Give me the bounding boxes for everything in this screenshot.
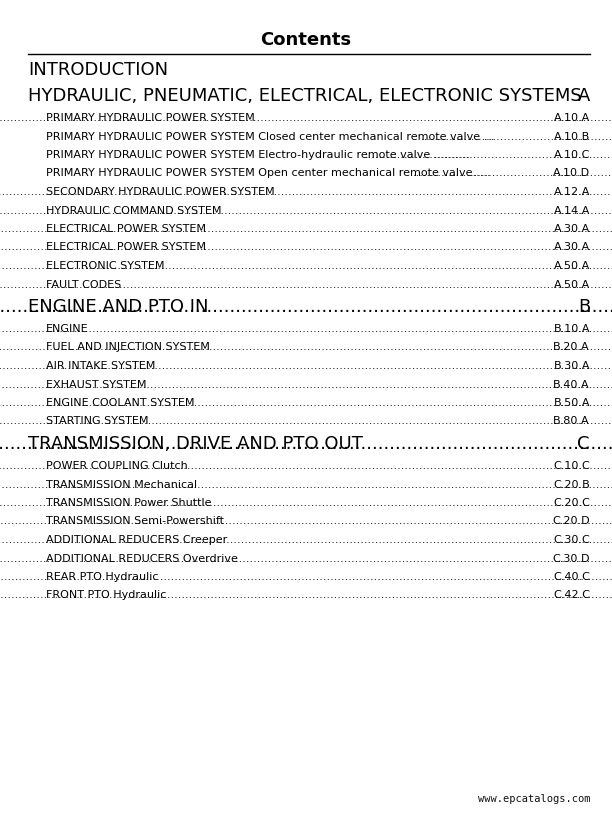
- Text: ELECTRONIC SYSTEM: ELECTRONIC SYSTEM: [46, 261, 165, 271]
- Text: ................................................................................: ........................................…: [0, 572, 612, 582]
- Text: A.14.A: A.14.A: [554, 206, 590, 215]
- Text: ................................................................................: ........................................…: [0, 261, 612, 271]
- Text: TRANSMISSION Power Shuttle: TRANSMISSION Power Shuttle: [46, 498, 212, 508]
- Text: ................................................................................: ........................................…: [0, 379, 612, 389]
- Text: EXHAUST SYSTEM: EXHAUST SYSTEM: [46, 379, 146, 389]
- Text: ................................................................................: ........................................…: [0, 553, 612, 564]
- Text: ................................................................................: ........................................…: [0, 517, 612, 526]
- Text: ................................................................................: ........................................…: [0, 416, 612, 427]
- Text: PRIMARY HYDRAULIC POWER SYSTEM Electro-hydraulic remote valve ..........: PRIMARY HYDRAULIC POWER SYSTEM Electro-h…: [46, 150, 470, 160]
- Text: STARTING SYSTEM: STARTING SYSTEM: [46, 416, 149, 427]
- Text: C.42.C: C.42.C: [553, 591, 590, 601]
- Text: ................................................................................: ........................................…: [0, 361, 612, 371]
- Text: B.80.A: B.80.A: [553, 416, 590, 427]
- Text: PRIMARY HYDRAULIC POWER SYSTEM Open center mechanical remote valve.....: PRIMARY HYDRAULIC POWER SYSTEM Open cent…: [46, 168, 491, 179]
- Text: ELECTRICAL POWER SYSTEM: ELECTRICAL POWER SYSTEM: [46, 224, 206, 234]
- Text: HYDRAULIC COMMAND SYSTEM: HYDRAULIC COMMAND SYSTEM: [46, 206, 222, 215]
- Text: FAULT CODES: FAULT CODES: [46, 280, 121, 290]
- Text: REAR PTO Hydraulic: REAR PTO Hydraulic: [46, 572, 159, 582]
- Text: ENGINE COOLANT SYSTEM: ENGINE COOLANT SYSTEM: [46, 398, 195, 408]
- Text: A.10.C: A.10.C: [554, 150, 590, 160]
- Text: B.50.A: B.50.A: [553, 398, 590, 408]
- Text: HYDRAULIC, PNEUMATIC, ELECTRICAL, ELECTRONIC SYSTEMS: HYDRAULIC, PNEUMATIC, ELECTRICAL, ELECTR…: [28, 87, 582, 105]
- Text: POWER COUPLING Clutch: POWER COUPLING Clutch: [46, 461, 188, 471]
- Text: A.50.A: A.50.A: [554, 261, 590, 271]
- Text: ADDITIONAL REDUCERS Overdrive: ADDITIONAL REDUCERS Overdrive: [46, 553, 238, 564]
- Text: C.30.D: C.30.D: [553, 553, 590, 564]
- Text: PRIMARY HYDRAULIC POWER SYSTEM Closed center mechanical remote valve ...: PRIMARY HYDRAULIC POWER SYSTEM Closed ce…: [46, 131, 494, 141]
- Text: ................................................................................: ........................................…: [0, 535, 612, 545]
- Text: ................................................................................: ........................................…: [0, 113, 612, 123]
- Text: AIR INTAKE SYSTEM: AIR INTAKE SYSTEM: [46, 361, 155, 371]
- Text: A.30.A: A.30.A: [554, 224, 590, 234]
- Text: ................................................................................: ........................................…: [0, 461, 612, 471]
- Text: ................................................................................: ........................................…: [0, 187, 612, 197]
- Text: B.30.A: B.30.A: [553, 361, 590, 371]
- Text: TRANSMISSION Semi-Powershift: TRANSMISSION Semi-Powershift: [46, 517, 224, 526]
- Text: B.40.A: B.40.A: [553, 379, 590, 389]
- Text: ................................................................................: ........................................…: [0, 324, 612, 334]
- Text: ................................................................................: ........................................…: [0, 591, 612, 601]
- Text: ................................................................................: ........................................…: [0, 298, 612, 316]
- Text: ................................................................................: ........................................…: [0, 480, 612, 490]
- Text: Contents: Contents: [261, 31, 351, 49]
- Text: ................................................................................: ........................................…: [0, 242, 612, 252]
- Text: ................................................................................: ........................................…: [0, 398, 612, 408]
- Text: C.20.D: C.20.D: [553, 517, 590, 526]
- Text: A.50.A: A.50.A: [554, 280, 590, 290]
- Text: INTRODUCTION: INTRODUCTION: [28, 61, 168, 79]
- Text: ................................................................................: ........................................…: [0, 280, 612, 290]
- Text: A.10.A: A.10.A: [554, 113, 590, 123]
- Text: ENGINE AND PTO IN: ENGINE AND PTO IN: [28, 298, 209, 316]
- Text: C.20.B: C.20.B: [553, 480, 590, 490]
- Text: C.20.C: C.20.C: [553, 498, 590, 508]
- Text: PRIMARY HYDRAULIC POWER SYSTEM: PRIMARY HYDRAULIC POWER SYSTEM: [46, 113, 255, 123]
- Text: ELECTRICAL POWER SYSTEM: ELECTRICAL POWER SYSTEM: [46, 242, 206, 252]
- Text: TRANSMISSION Mechanical: TRANSMISSION Mechanical: [46, 480, 197, 490]
- Text: B.10.A: B.10.A: [553, 324, 590, 334]
- Text: B.20.A: B.20.A: [553, 343, 590, 353]
- Text: ................................................................................: ........................................…: [0, 435, 612, 453]
- Text: TRANSMISSION, DRIVE AND PTO OUT: TRANSMISSION, DRIVE AND PTO OUT: [28, 435, 363, 453]
- Text: ............................................................: ........................................…: [413, 168, 612, 179]
- Text: SECONDARY HYDRAULIC POWER SYSTEM: SECONDARY HYDRAULIC POWER SYSTEM: [46, 187, 275, 197]
- Text: .........................................................: ........................................…: [421, 131, 612, 141]
- Text: FRONT PTO Hydraulic: FRONT PTO Hydraulic: [46, 591, 166, 601]
- Text: www.epcatalogs.com: www.epcatalogs.com: [477, 794, 590, 804]
- Text: ADDITIONAL REDUCERS Creeper: ADDITIONAL REDUCERS Creeper: [46, 535, 227, 545]
- Text: A.10.D: A.10.D: [553, 168, 590, 179]
- Text: ................................................................................: ........................................…: [0, 224, 612, 234]
- Text: C.10.C: C.10.C: [553, 461, 590, 471]
- Text: ................................................................................: ........................................…: [365, 150, 612, 160]
- Text: A.10.B: A.10.B: [554, 131, 590, 141]
- Text: A.12.A: A.12.A: [554, 187, 590, 197]
- Text: ................................................................................: ........................................…: [0, 498, 612, 508]
- Text: C: C: [578, 435, 590, 453]
- Text: ................................................................................: ........................................…: [0, 343, 612, 353]
- Text: FUEL AND INJECTION SYSTEM: FUEL AND INJECTION SYSTEM: [46, 343, 210, 353]
- Text: B: B: [578, 298, 590, 316]
- Text: ................................................................................: ........................................…: [0, 206, 612, 215]
- Text: C.30.C: C.30.C: [553, 535, 590, 545]
- Text: ENGINE: ENGINE: [46, 324, 89, 334]
- Text: C.40.C: C.40.C: [553, 572, 590, 582]
- Text: A: A: [578, 87, 590, 105]
- Text: A.30.A: A.30.A: [554, 242, 590, 252]
